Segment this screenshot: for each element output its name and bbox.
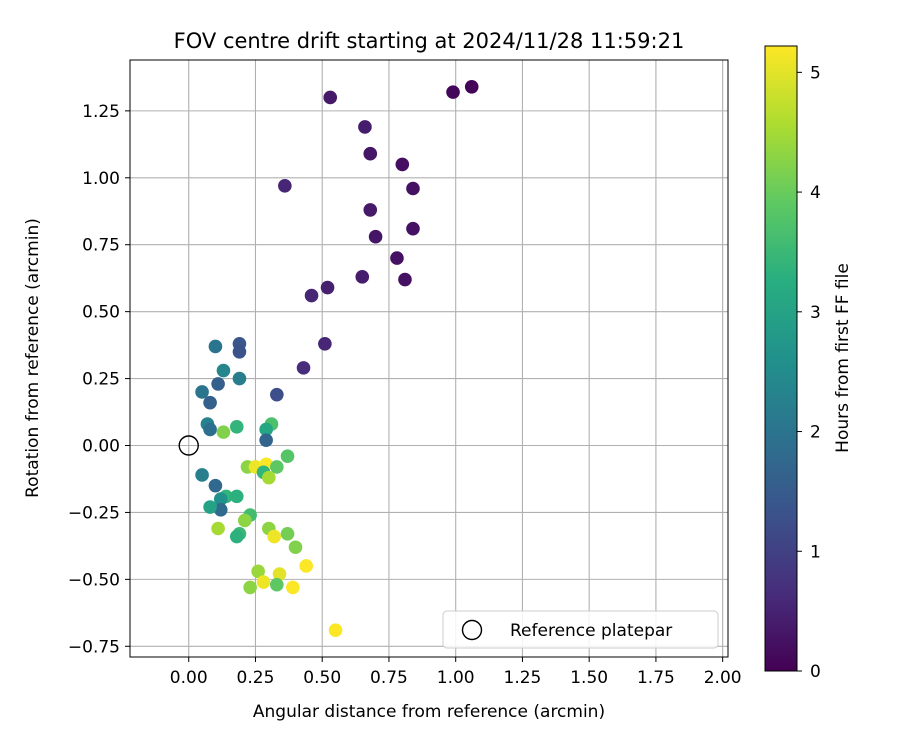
colorbar-tick-label: 0 <box>810 662 821 682</box>
scatter-point <box>211 521 225 536</box>
scatter-point <box>390 251 404 265</box>
colorbar-tick-label: 5 <box>810 63 821 83</box>
colorbar-tick-label: 2 <box>810 423 821 443</box>
y-tick-label: −0.50 <box>68 570 120 590</box>
scatter-point <box>216 363 231 378</box>
scatter-point <box>232 371 247 386</box>
scatter-point <box>270 387 284 402</box>
x-tick-label: 0.25 <box>237 668 275 688</box>
legend-box <box>442 610 719 649</box>
x-tick-label: 1.25 <box>504 668 542 688</box>
y-tick-label: 1.25 <box>82 102 120 122</box>
y-tick-label: 0.25 <box>82 370 120 390</box>
scatter-point <box>229 419 244 434</box>
scatter-point <box>280 527 295 541</box>
y-axis-ticks: −0.75 −0.50 −0.25 0.00 0.25 0.50 0.75 1.00 1.25 <box>68 102 130 657</box>
scatter-point <box>259 422 273 437</box>
scatter-point <box>270 460 284 474</box>
scatter-point <box>406 221 420 236</box>
x-axis-ticks: 0.00 0.25 0.50 0.75 1.00 1.25 1.50 1.75 2.00 <box>170 657 742 688</box>
y-tick-label: 0.00 <box>82 437 120 457</box>
scatter-point <box>304 288 319 303</box>
chart-title: FOV centre drift starting at 2024/11/28 … <box>174 29 685 53</box>
scatter-point <box>286 580 300 595</box>
grid-lines <box>130 60 728 657</box>
scatter-point <box>203 500 217 514</box>
scatter-point <box>358 120 372 134</box>
scatter-point <box>272 567 287 581</box>
y-tick-label: 1.00 <box>82 169 120 189</box>
legend: Reference platepar <box>442 610 719 649</box>
scatter-point <box>216 425 231 439</box>
reference-platepar-marker <box>178 435 199 456</box>
colorbar-tick-label: 1 <box>810 542 821 562</box>
scatter-point <box>203 395 217 410</box>
y-tick-label: −0.25 <box>68 503 120 523</box>
scatter-point <box>213 492 228 506</box>
scatter-point <box>256 575 271 589</box>
scatter-point <box>270 577 284 592</box>
scatter-point <box>213 502 228 517</box>
x-axis-label: Angular distance from reference (arcmin) <box>253 702 605 722</box>
y-tick-label: 0.50 <box>82 303 120 323</box>
colorbar: 0 1 2 3 4 5 Hours from first FF file <box>764 45 853 682</box>
scatter-point <box>464 79 479 94</box>
colorbar-tick-label: 3 <box>810 303 821 323</box>
scatter-point <box>446 85 460 99</box>
scatter-point <box>368 229 383 244</box>
colorbar-ticks: 0 1 2 3 4 5 <box>797 63 821 682</box>
legend-marker-reference <box>461 619 483 641</box>
scatter-point <box>251 564 265 579</box>
scatter-point <box>280 449 295 464</box>
scatter-point <box>328 623 343 638</box>
scatter-point <box>395 157 410 172</box>
scatter-point <box>259 433 273 447</box>
colorbar-label: Hours from first FF file <box>833 263 853 453</box>
x-tick-label: 1.00 <box>437 668 475 688</box>
x-tick-label: 0.50 <box>303 668 341 688</box>
scatter-point <box>363 146 378 161</box>
scatter-point <box>267 529 281 544</box>
y-axis-label: Rotation from reference (arcmin) <box>23 218 43 498</box>
scatter-point <box>323 90 338 105</box>
scatter-point <box>208 478 223 493</box>
scatter-point <box>195 385 209 399</box>
scatter-point <box>320 280 335 295</box>
scatter-point <box>211 377 225 391</box>
legend-label-reference: Reference platepar <box>510 621 672 641</box>
scatter-point <box>237 513 252 528</box>
colorbar-gradient <box>764 45 798 672</box>
scatter-point <box>398 272 412 287</box>
x-tick-label: 0.75 <box>370 668 408 688</box>
scatter-point <box>363 203 378 217</box>
scatter-point <box>208 339 223 354</box>
scatter-point <box>262 470 276 485</box>
scatter-point <box>355 270 370 284</box>
scatter-point <box>232 345 247 359</box>
data-points <box>178 79 479 638</box>
scatter-point <box>406 181 420 196</box>
colorbar-tick-label: 4 <box>810 183 821 203</box>
x-tick-label: 0.00 <box>170 668 208 688</box>
scatter-point <box>229 489 244 504</box>
scatter-point <box>296 361 311 375</box>
y-tick-label: 0.75 <box>82 236 120 256</box>
scatter-point <box>229 529 244 544</box>
scatter-point <box>288 540 303 555</box>
scatter-point <box>299 559 313 573</box>
scatter-point <box>195 468 209 482</box>
y-tick-label: −0.75 <box>68 637 120 657</box>
scatter-point <box>278 179 292 193</box>
x-tick-label: 1.75 <box>637 668 675 688</box>
scatter-point <box>318 336 332 351</box>
x-tick-label: 2.00 <box>704 668 742 688</box>
x-tick-label: 1.50 <box>570 668 608 688</box>
scatter-point <box>243 580 257 595</box>
plot-frame <box>129 59 729 658</box>
scatter-point <box>203 422 217 437</box>
